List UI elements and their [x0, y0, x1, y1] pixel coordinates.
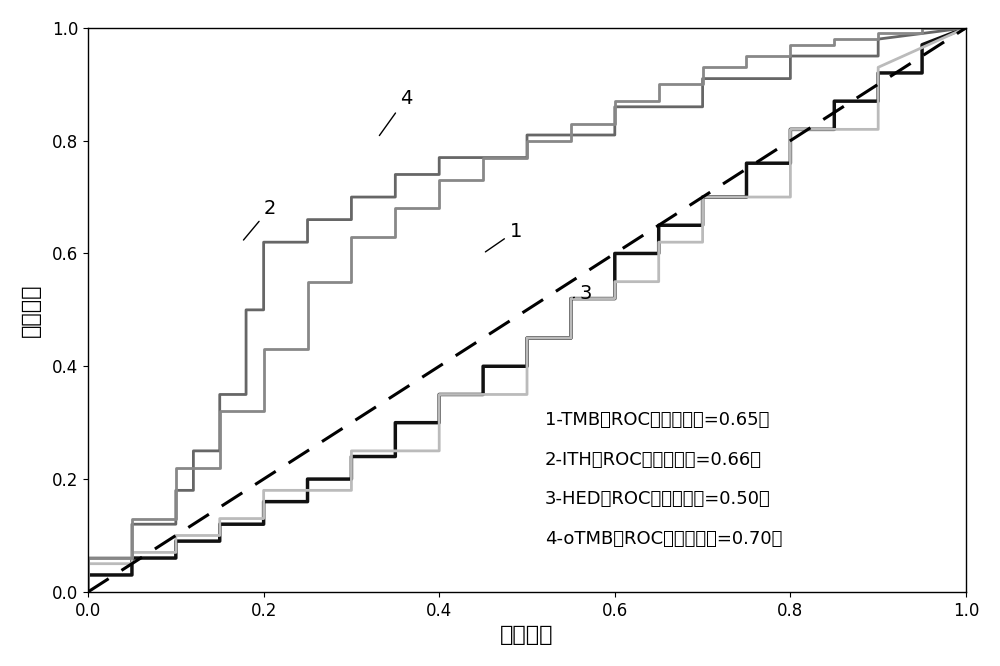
Text: 4: 4 — [379, 89, 412, 136]
Text: 1-TMB的ROC曲线（面积=0.65）: 1-TMB的ROC曲线（面积=0.65） — [545, 412, 769, 430]
Text: 3: 3 — [574, 284, 592, 302]
X-axis label: 负正类率: 负正类率 — [500, 625, 554, 645]
Text: 3-HED的ROC曲线（面积=0.50）: 3-HED的ROC曲线（面积=0.50） — [545, 490, 770, 508]
Text: 4-oTMB的ROC曲线（面积=0.70）: 4-oTMB的ROC曲线（面积=0.70） — [545, 530, 782, 548]
Y-axis label: 真正类率: 真正类率 — [21, 283, 41, 336]
Text: 2: 2 — [243, 199, 276, 240]
Text: 1: 1 — [485, 222, 522, 252]
Text: 2-ITH的ROC曲线（面积=0.66）: 2-ITH的ROC曲线（面积=0.66） — [545, 451, 762, 469]
